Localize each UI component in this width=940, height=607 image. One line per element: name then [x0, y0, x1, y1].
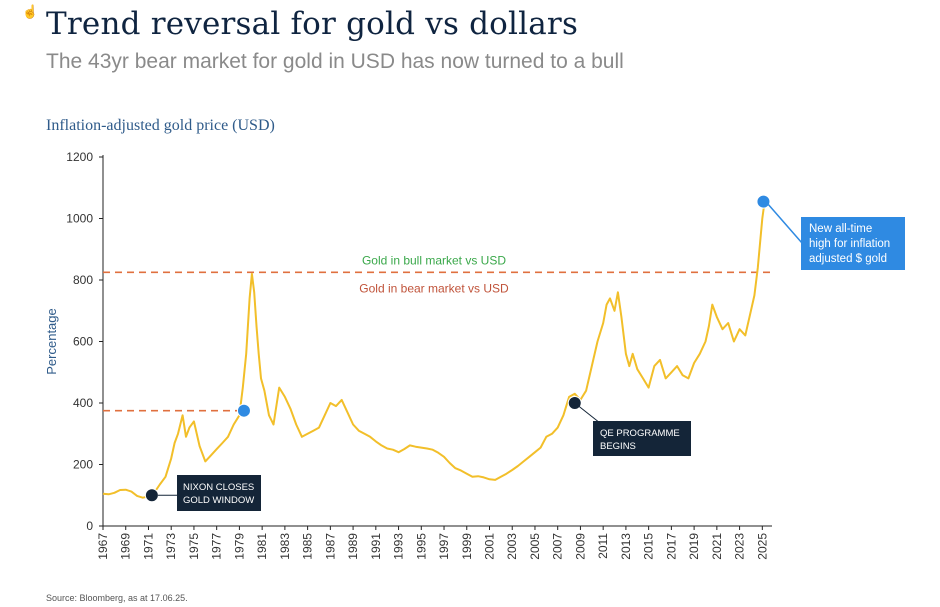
nixon-callout-text: GOLD WINDOW [183, 495, 254, 506]
x-tick-label: 1975 [187, 533, 201, 560]
x-tick-label: 1981 [255, 533, 269, 560]
nixon-callout-box [177, 475, 261, 511]
x-tick-label: 1995 [414, 533, 428, 560]
nixon-marker [144, 488, 159, 503]
x-tick-label: 1971 [141, 533, 155, 560]
ath-callout-text: high for inflation [809, 238, 890, 250]
x-tick-label: 1987 [323, 533, 337, 560]
page-subtitle: The 43yr bear market for gold in USD has… [46, 50, 624, 73]
x-tick-label: 2021 [710, 533, 724, 560]
x-tick-label: 1979 [232, 533, 246, 560]
x-tick-label: 2025 [755, 533, 769, 560]
y-tick-label: 400 [73, 396, 93, 410]
y-tick-label: 0 [86, 519, 93, 533]
chart-label: Inflation-adjusted gold price (USD) [46, 117, 275, 134]
page-title: Trend reversal for gold vs dollars [46, 6, 579, 42]
ath-callout-text: adjusted $ gold [809, 253, 887, 265]
x-tick-label: 1991 [369, 533, 383, 560]
x-tick-label: 1997 [437, 533, 451, 560]
x-tick-label: 2019 [687, 533, 701, 560]
x-tick-label: 1993 [392, 533, 406, 560]
x-tick-label: 2003 [505, 533, 519, 560]
x-tick-label: 1999 [460, 533, 474, 560]
x-tick-label: 1977 [210, 533, 224, 560]
x-tick-label: 1973 [164, 533, 178, 560]
source-note: Source: Bloomberg, as at 17.06.25. [46, 593, 188, 603]
x-tick-label: 2011 [596, 533, 610, 559]
x-tick-label: 2005 [528, 533, 542, 560]
x-tick-label: 2017 [664, 533, 678, 560]
x-tick-label: 1983 [278, 533, 292, 560]
y-tick-label: 1200 [66, 150, 93, 164]
gold-price-series-line [102, 201, 766, 499]
ath-callout-box [801, 217, 905, 270]
y-tick-label: 800 [73, 273, 93, 287]
y-tick-label: 600 [73, 335, 93, 349]
x-tick-label: 2001 [482, 533, 496, 560]
x-tick-label: 1985 [301, 533, 315, 560]
bear-start-marker [236, 403, 251, 418]
y-tick-label: 200 [73, 458, 93, 472]
all-time-high-marker [756, 194, 771, 209]
x-tick-label: 1967 [96, 533, 110, 560]
ath-callout-connector [767, 204, 803, 244]
bear-market-label: Gold in bear market vs USD [359, 281, 509, 295]
nixon-callout-text: NIXON CLOSES [183, 482, 254, 493]
ath-callout-text: New all-time [809, 223, 872, 235]
y-axis-title: Percentage [44, 308, 59, 375]
qe-callout-box [593, 421, 691, 456]
hand-cursor-icon: ☝ [22, 4, 39, 19]
x-tick-label: 2009 [573, 533, 587, 560]
x-tick-label: 2015 [642, 533, 656, 560]
x-tick-label: 2007 [551, 533, 565, 560]
qe-callout-text: BEGINS [600, 441, 636, 452]
x-tick-label: 1989 [346, 533, 360, 560]
qe-callout-text: QE PROGRAMME [600, 428, 680, 439]
x-tick-label: 2023 [733, 533, 747, 560]
qe-callout-connector [574, 402, 601, 424]
bull-market-label: Gold in bull market vs USD [362, 253, 506, 267]
x-tick-label: 2013 [619, 533, 633, 560]
x-tick-label: 1969 [119, 533, 133, 560]
y-tick-label: 1000 [66, 212, 93, 226]
